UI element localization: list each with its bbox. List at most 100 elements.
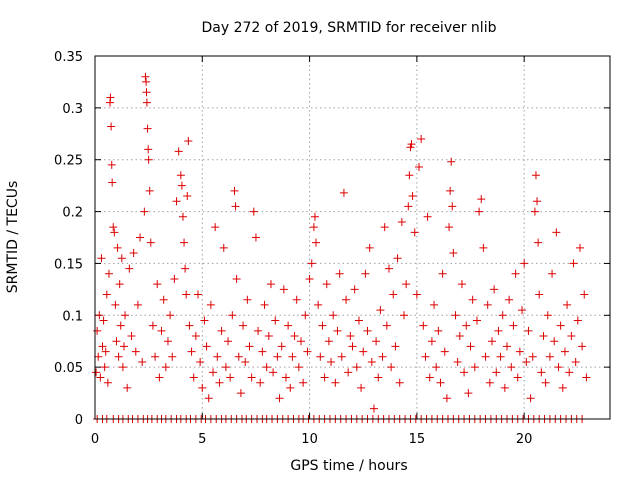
- data-point: [215, 378, 224, 387]
- data-point: [104, 269, 113, 278]
- data-point: [563, 300, 572, 309]
- data-point: [178, 212, 187, 221]
- data-point: [526, 394, 535, 403]
- y-tick-label: 0.3: [62, 102, 83, 117]
- axis-ticks: [94, 55, 610, 420]
- data-point: [146, 238, 155, 247]
- data-point: [496, 352, 505, 361]
- data-point: [560, 347, 569, 356]
- y-tick-label: 0.2: [62, 206, 83, 221]
- data-point: [290, 332, 299, 341]
- data-point: [556, 321, 565, 330]
- data-point: [537, 368, 546, 377]
- data-point: [284, 321, 293, 330]
- data-point: [412, 290, 421, 299]
- data-point: [507, 363, 516, 372]
- data-point: [103, 378, 112, 387]
- data-point: [249, 207, 258, 216]
- data-point: [535, 290, 544, 299]
- data-point: [141, 72, 150, 81]
- data-point: [294, 363, 303, 372]
- data-point: [384, 264, 393, 273]
- data-point: [408, 192, 417, 201]
- data-point: [309, 223, 318, 232]
- data-point: [140, 207, 149, 216]
- data-point: [230, 186, 239, 195]
- data-point: [264, 332, 273, 341]
- data-point: [299, 378, 308, 387]
- data-point: [142, 98, 151, 107]
- data-point: [187, 347, 196, 356]
- x-tick-label: 0: [91, 432, 99, 447]
- data-point: [277, 342, 286, 351]
- data-point: [106, 93, 115, 102]
- data-point: [352, 363, 361, 372]
- data-point: [407, 140, 416, 149]
- data-point: [324, 337, 333, 346]
- data-point: [573, 316, 582, 325]
- data-point: [327, 357, 336, 366]
- data-point: [176, 171, 185, 180]
- data-point: [554, 363, 563, 372]
- data-point: [451, 311, 460, 320]
- data-point: [339, 188, 348, 197]
- data-point: [337, 352, 346, 361]
- data-point: [202, 342, 211, 351]
- data-point: [440, 347, 449, 356]
- data-point: [503, 342, 511, 351]
- data-point: [430, 300, 439, 309]
- data-point: [279, 285, 288, 294]
- data-point: [127, 332, 136, 341]
- data-point: [571, 357, 580, 366]
- data-point: [163, 337, 172, 346]
- data-point: [231, 202, 240, 211]
- data-point: [528, 352, 537, 361]
- data-point: [344, 368, 353, 377]
- data-point: [468, 295, 477, 304]
- data-point: [346, 332, 355, 341]
- data-point: [269, 368, 278, 377]
- data-point: [98, 342, 107, 351]
- data-point: [393, 254, 402, 263]
- data-point: [213, 352, 222, 361]
- data-point: [129, 249, 138, 258]
- data-point: [462, 321, 471, 330]
- data-point: [310, 212, 319, 221]
- data-point: [387, 363, 396, 372]
- data-point: [447, 157, 456, 166]
- data-point: [582, 373, 591, 382]
- data-point: [329, 311, 338, 320]
- data-point: [232, 274, 241, 283]
- data-point: [262, 363, 271, 372]
- data-point: [442, 394, 451, 403]
- data-point: [117, 254, 126, 263]
- data-point: [455, 332, 464, 341]
- data-point: [365, 243, 374, 252]
- data-point: [301, 311, 310, 320]
- data-point: [320, 373, 329, 382]
- data-point: [155, 373, 164, 382]
- data-point: [374, 373, 383, 382]
- data-point: [157, 326, 166, 335]
- chart-title: Day 272 of 2019, SRMTID for receiver nli…: [202, 20, 497, 36]
- data-point: [271, 316, 280, 325]
- data-point: [575, 243, 584, 252]
- data-point: [483, 300, 492, 309]
- data-point: [395, 378, 404, 387]
- y-axis-label: SRMTID / TECUs: [5, 181, 21, 294]
- data-point: [99, 316, 108, 325]
- data-point: [367, 357, 376, 366]
- data-point: [457, 280, 466, 289]
- data-point: [316, 352, 325, 361]
- data-point: [121, 311, 130, 320]
- data-point: [181, 264, 190, 273]
- data-point: [174, 147, 183, 156]
- data-point: [415, 162, 424, 171]
- data-point: [161, 363, 170, 372]
- data-point: [354, 316, 363, 325]
- data-point: [322, 280, 331, 289]
- y-tick-label: 0: [75, 413, 83, 428]
- data-point: [448, 202, 457, 211]
- data-point: [191, 332, 200, 341]
